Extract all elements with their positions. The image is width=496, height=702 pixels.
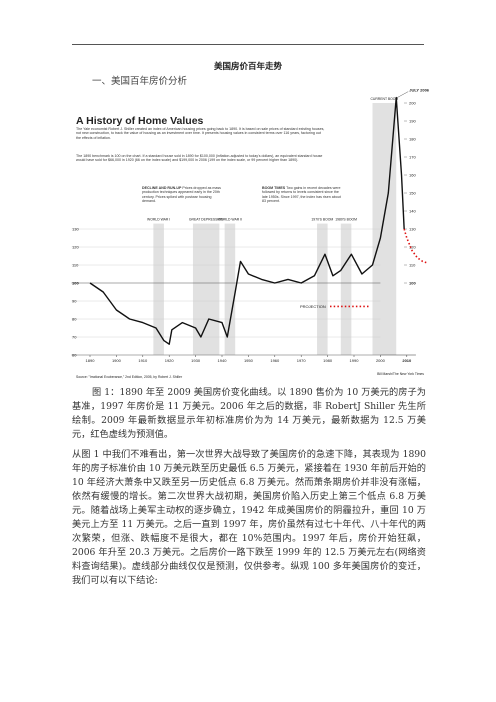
figure: A History of Home Values The Yale econom… (70, 86, 430, 384)
header-rule (72, 44, 424, 45)
band-label: 1980'S BOOM (335, 218, 357, 222)
y-tick-label: 120 (72, 245, 79, 250)
y-tick-label: 60 (72, 353, 77, 358)
y-tick-label: 90 (72, 299, 77, 304)
decline-text: Prices dropped as mass production techni… (142, 186, 221, 204)
decline-head: DECLINE AND RUN-UP (142, 186, 182, 190)
band-label: WORLD WAR I (147, 218, 170, 222)
y2-tick-label: 120 (409, 245, 416, 250)
y-tick-label: 130 (72, 227, 79, 232)
projection-line (403, 228, 429, 264)
y2-tick-label: 100 (409, 281, 416, 286)
x-tick-label: 1940 (218, 358, 228, 363)
x-tick-label: 1990 (350, 358, 360, 363)
figure-heading: A History of Home Values (76, 115, 204, 127)
x-tick-label: 1930 (191, 358, 201, 363)
y-tick-label: 70 (72, 335, 77, 340)
x-tick-label: 1980 (323, 358, 333, 363)
index-line (89, 96, 405, 345)
y2-tick-label: 110 (409, 263, 416, 268)
y2-tick-label: 200 (409, 101, 416, 106)
band (340, 223, 352, 355)
figure-bg (70, 86, 430, 384)
band (317, 223, 328, 355)
x-tick-label: 2000 (376, 358, 386, 363)
intro2-text: The 1890 benchmark is 100 on the chart. … (76, 154, 323, 163)
x-tick-label: 1970 (297, 358, 307, 363)
y-tick-label: 110 (72, 263, 79, 268)
y-tick-label: 80 (72, 317, 77, 322)
intro1-text: The Yale economist Robert J. Shiller cre… (76, 127, 325, 140)
y2-tick-label: 180 (409, 137, 416, 142)
doc-title: 美国房价百年走势 (213, 62, 282, 72)
y2-tick-label: 130 (409, 227, 416, 232)
y2-tick-label: 140 (409, 209, 416, 214)
boom-text: Two gains in recent decades were followe… (262, 186, 341, 204)
x-tick-label: 1920 (165, 358, 175, 363)
band (153, 223, 164, 355)
band (224, 223, 236, 355)
band-label: WORLD WAR II (218, 218, 242, 222)
x-tick-label: 1910 (138, 358, 148, 363)
y2-tick-label: 160 (409, 173, 416, 178)
x-tick-label: 1960 (270, 358, 280, 363)
source: Source: "Irrational Exuberance," 2nd Edi… (76, 375, 183, 379)
section-heading: 一、美国百年房价分析 (92, 76, 188, 87)
paragraph: 从图 1 中我们不难看出，第一次世界大战导致了美国房价的急速下降，其表现为 18… (72, 449, 426, 586)
decline-note: DECLINE AND RUN-UP Prices dropped as mas… (142, 186, 221, 204)
intro1: The Yale economist Robert J. Shiller cre… (76, 127, 325, 140)
x-tick-label: 1890 (86, 358, 96, 363)
boom-note: BOOM TIMES Two gains in recent decades w… (262, 186, 341, 204)
x-tick-label: 2010 (402, 358, 412, 363)
credit: Bill Marsh/The New York Times (377, 372, 424, 376)
projection-label: PROJECTION (300, 304, 326, 309)
peak-label: JULY 2006 (409, 88, 430, 93)
band (192, 223, 220, 355)
y2-tick-label: 150 (409, 191, 416, 196)
caption: 图 1：1890 年至 2009 美国房价变化曲线。以 1890 售价为 10 … (72, 387, 426, 440)
x-tick-label: 1900 (112, 358, 122, 363)
band-label: GREAT DEPRESSION (189, 218, 224, 222)
x-tick-label: 1950 (244, 358, 254, 363)
boom-head: BOOM TIMES (262, 186, 286, 190)
y2-tick-label: 170 (409, 155, 416, 160)
y2-tick-label: 190 (409, 119, 416, 124)
peak-pointer (397, 91, 409, 98)
y-tick-label: 100 (72, 281, 79, 286)
band-label: CURRENT BOOM (370, 97, 398, 101)
band-label: 1970'S BOOM (311, 218, 333, 222)
intro2: The 1890 benchmark is 100 on the chart. … (76, 154, 323, 163)
